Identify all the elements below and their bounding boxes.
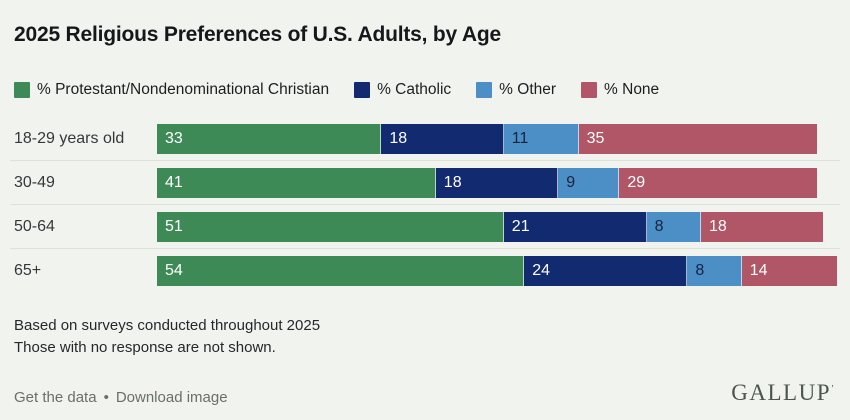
legend-item: % Protestant/Nondenominational Christian: [14, 81, 329, 99]
bar-value-label: 33: [165, 129, 183, 147]
row-label: 65+: [14, 261, 42, 279]
bar-segment: 18: [381, 123, 504, 154]
legend-swatch-icon: [14, 82, 30, 99]
bar-track: 51 21 8 18: [157, 211, 837, 242]
legend-item: % Catholic: [354, 81, 451, 99]
footer: Get the data • Download image GALLUP’: [14, 380, 834, 406]
bar-segment: 18: [435, 167, 559, 198]
bar-segment: 35: [578, 123, 817, 154]
bar-track: 41 18 9 29: [157, 167, 837, 198]
bar-segment: 21: [503, 211, 647, 242]
bar-chart: 18-29 years old 33 18 11 35 30-49 41 18 9 29 50-64…: [0, 117, 850, 292]
bar-value-label: 24: [532, 261, 550, 279]
bar-value-label: 21: [511, 217, 530, 235]
legend-swatch-icon: [354, 82, 371, 99]
bar-segment: 8: [687, 255, 742, 286]
bar-segment: 29: [619, 167, 817, 198]
bar-track: 54 24 8 14: [157, 255, 837, 286]
legend-label: % Other: [499, 81, 557, 99]
bar-value-label: 8: [695, 261, 705, 279]
legend-swatch-icon: [476, 82, 493, 99]
footnotes: Based on surveys conducted throughout 20…: [14, 315, 850, 359]
bar-row: 18-29 years old 33 18 11 35: [10, 117, 840, 162]
bar-value-label: 18: [443, 173, 462, 191]
bar-value-label: 8: [654, 217, 664, 235]
chart-title: 2025 Religious Preferences of U.S. Adult…: [14, 23, 501, 46]
link-separator-dot: •: [103, 389, 109, 406]
bar-value-label: 35: [586, 129, 605, 147]
bar-value-label: 54: [165, 261, 183, 279]
bar-segment: 18: [700, 211, 824, 242]
bar-segment: 54: [157, 255, 525, 286]
bar-row: 30-49 41 18 9 29: [10, 161, 840, 206]
bar-value-label: 9: [566, 173, 576, 191]
legend-item: % Other: [476, 81, 556, 99]
bar-value-label: 11: [511, 129, 529, 147]
footnote-line-2: Those with no response are not shown.: [14, 339, 276, 357]
legend: % Protestant/Nondenominational Christian…: [14, 81, 850, 99]
footnote-line-1: Based on surveys conducted throughout 20…: [14, 317, 321, 335]
bar-value-label: 41: [165, 173, 183, 191]
bar-value-label: 18: [708, 217, 727, 235]
bar-row: 50-64 51 21 8 18: [10, 205, 840, 250]
download-image-link[interactable]: Download image: [115, 389, 228, 406]
row-label: 50-64: [14, 217, 55, 235]
bar-segment: 24: [524, 255, 688, 286]
bar-segment: 14: [741, 255, 837, 286]
row-label: 18-29 years old: [14, 129, 125, 147]
bar-segment: 41: [157, 167, 436, 198]
legend-label: % Catholic: [377, 81, 452, 99]
bar-segment: 9: [558, 167, 620, 198]
legend-swatch-icon: [581, 82, 598, 99]
bar-value-label: 29: [627, 173, 646, 191]
gallup-logo: GALLUP’: [731, 380, 834, 405]
get-the-data-link[interactable]: Get the data: [14, 389, 97, 406]
bar-value-label: 14: [749, 261, 768, 279]
legend-label: % None: [604, 81, 660, 99]
bar-segment: 33: [157, 123, 382, 154]
footer-links: Get the data • Download image: [14, 389, 228, 406]
legend-item: % None: [581, 81, 659, 99]
bar-segment: 11: [503, 123, 579, 154]
bar-segment: 8: [646, 211, 701, 242]
bar-value-label: 18: [389, 129, 408, 147]
bar-row: 65+ 54 24 8 14: [10, 249, 840, 292]
bar-value-label: 51: [165, 217, 183, 235]
bar-segment: 51: [157, 211, 504, 242]
bar-track: 33 18 11 35: [157, 123, 837, 154]
legend-label: % Protestant/Nondenominational Christian: [37, 81, 330, 99]
row-label: 30-49: [14, 173, 55, 191]
